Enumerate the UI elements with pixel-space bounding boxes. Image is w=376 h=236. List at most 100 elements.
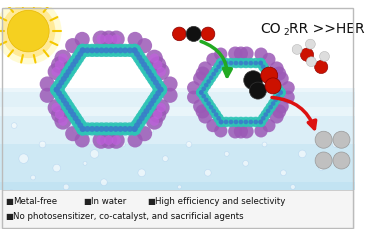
Circle shape <box>291 185 295 189</box>
Circle shape <box>56 90 62 96</box>
Circle shape <box>253 120 258 124</box>
Circle shape <box>65 105 71 110</box>
Circle shape <box>202 86 206 91</box>
Circle shape <box>268 76 278 87</box>
Circle shape <box>158 87 164 93</box>
Circle shape <box>67 108 80 121</box>
Circle shape <box>74 32 90 47</box>
Circle shape <box>256 58 266 68</box>
Circle shape <box>105 122 118 135</box>
Circle shape <box>198 110 212 124</box>
Circle shape <box>149 56 166 73</box>
Circle shape <box>320 51 329 61</box>
Circle shape <box>214 47 227 61</box>
Circle shape <box>262 53 276 66</box>
Circle shape <box>103 126 109 132</box>
Circle shape <box>276 86 280 91</box>
Circle shape <box>203 98 214 109</box>
Circle shape <box>68 65 74 71</box>
Circle shape <box>158 87 164 93</box>
Circle shape <box>96 135 106 145</box>
Circle shape <box>89 126 95 132</box>
Circle shape <box>146 50 163 67</box>
Circle shape <box>109 122 122 135</box>
Circle shape <box>156 67 166 76</box>
Circle shape <box>261 64 265 69</box>
Circle shape <box>244 61 248 65</box>
Circle shape <box>315 60 328 74</box>
Circle shape <box>114 122 127 135</box>
Circle shape <box>127 132 143 148</box>
Circle shape <box>137 126 152 141</box>
Circle shape <box>270 95 281 105</box>
Circle shape <box>299 150 306 158</box>
Circle shape <box>144 108 149 114</box>
Circle shape <box>108 47 114 53</box>
Circle shape <box>140 105 153 118</box>
Text: CO: CO <box>261 22 281 36</box>
Circle shape <box>306 57 316 67</box>
Circle shape <box>105 44 118 57</box>
Circle shape <box>132 126 138 132</box>
Circle shape <box>261 110 271 120</box>
Circle shape <box>108 132 125 149</box>
Circle shape <box>149 106 166 123</box>
Circle shape <box>77 51 83 57</box>
Circle shape <box>100 122 113 135</box>
Circle shape <box>162 76 177 92</box>
Circle shape <box>54 87 60 93</box>
Circle shape <box>273 84 283 94</box>
Circle shape <box>234 46 248 61</box>
Circle shape <box>55 113 71 130</box>
Circle shape <box>253 61 258 65</box>
Circle shape <box>229 61 233 65</box>
Circle shape <box>96 34 106 44</box>
Circle shape <box>130 119 144 132</box>
Circle shape <box>118 122 132 135</box>
Circle shape <box>186 26 201 42</box>
Circle shape <box>187 91 200 104</box>
Circle shape <box>214 124 227 137</box>
Circle shape <box>216 58 226 68</box>
Circle shape <box>256 117 266 127</box>
Circle shape <box>268 105 273 110</box>
Circle shape <box>148 101 154 107</box>
Circle shape <box>214 62 224 72</box>
Circle shape <box>136 55 143 60</box>
Circle shape <box>134 51 140 57</box>
Circle shape <box>11 123 17 128</box>
Circle shape <box>58 94 64 100</box>
Circle shape <box>52 103 61 112</box>
Circle shape <box>258 61 263 65</box>
Circle shape <box>224 152 229 156</box>
Circle shape <box>109 44 122 57</box>
Circle shape <box>203 76 214 87</box>
Circle shape <box>214 68 218 73</box>
Circle shape <box>69 112 82 125</box>
Circle shape <box>64 62 77 75</box>
Circle shape <box>92 30 109 47</box>
Circle shape <box>81 122 94 135</box>
Text: No photosensitizer, co-catalyst, and sacrificial agents: No photosensitizer, co-catalyst, and sac… <box>13 212 244 221</box>
Circle shape <box>65 126 80 141</box>
Circle shape <box>148 72 154 78</box>
Circle shape <box>141 62 147 68</box>
Text: In water: In water <box>91 197 126 206</box>
Circle shape <box>100 132 117 149</box>
Circle shape <box>67 58 80 71</box>
Circle shape <box>204 83 209 88</box>
Circle shape <box>48 63 65 80</box>
Circle shape <box>214 113 224 123</box>
Circle shape <box>162 88 177 103</box>
Circle shape <box>85 122 99 135</box>
Circle shape <box>149 90 162 103</box>
Circle shape <box>58 53 68 63</box>
Circle shape <box>57 94 70 107</box>
Circle shape <box>206 102 216 112</box>
Circle shape <box>128 44 141 57</box>
Circle shape <box>255 124 268 137</box>
Circle shape <box>117 126 123 132</box>
Circle shape <box>150 76 156 82</box>
Circle shape <box>76 122 89 135</box>
Circle shape <box>75 55 81 60</box>
